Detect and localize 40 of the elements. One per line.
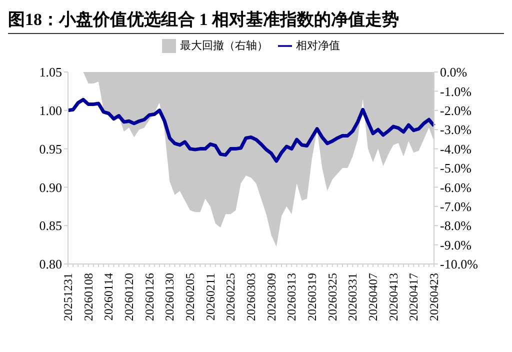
x-tick-label: 20260120 bbox=[122, 273, 136, 321]
x-tick-label: 20260413 bbox=[386, 273, 400, 321]
legend-label: 最大回撤（右轴） bbox=[180, 40, 268, 52]
y-tick-label: 0.95 bbox=[39, 141, 62, 156]
x-tick-label: 20260205 bbox=[183, 273, 197, 321]
y2-tick-label: -3.0% bbox=[440, 122, 472, 138]
y-tick-label: 0.80 bbox=[39, 256, 62, 272]
y2-tick-label: -2.0% bbox=[440, 103, 472, 118]
x-tick-label: 20260319 bbox=[305, 273, 319, 321]
x-tick-label: 20260407 bbox=[366, 273, 380, 321]
y2-tick-label: -4.0% bbox=[440, 141, 472, 156]
x-tick-label: 20260130 bbox=[162, 273, 177, 321]
x-tick-label: 20260313 bbox=[284, 273, 299, 321]
x-tick-label: 20260126 bbox=[142, 273, 156, 321]
y-tick-label: 0.85 bbox=[39, 218, 62, 234]
x-tick-label: 20260225 bbox=[224, 273, 238, 321]
x-tick-label: 20260309 bbox=[264, 273, 278, 321]
y2-tick-label: -8.0% bbox=[440, 218, 472, 234]
x-tick-label: 20260108 bbox=[81, 273, 96, 321]
y2-tick-label: -9.0% bbox=[440, 237, 472, 252]
x-tick-label: 20251231 bbox=[61, 273, 75, 321]
x-tick-label: 20260423 bbox=[427, 273, 441, 321]
y-tick-label: 0.90 bbox=[39, 180, 62, 195]
x-tick-label: 20260325 bbox=[325, 273, 340, 321]
y2-tick-label: -5.0% bbox=[440, 160, 472, 176]
y-tick-label: 1.05 bbox=[39, 64, 62, 80]
y-tick-label: 1.00 bbox=[39, 103, 62, 118]
x-tick-label: 20260303 bbox=[244, 273, 258, 321]
y2-tick-label: 0.0% bbox=[440, 64, 468, 80]
y2-tick-label: -10.0% bbox=[440, 256, 478, 272]
x-tick-label: 20260331 bbox=[346, 273, 360, 321]
chart-title: 图18：小盘价值优选组合 1 相对基准指数的净值走势 bbox=[8, 8, 504, 34]
x-tick-label: 20260211 bbox=[203, 273, 218, 321]
y2-tick-label: -1.0% bbox=[440, 84, 472, 99]
x-tick-label: 20260417 bbox=[406, 273, 421, 321]
y2-tick-label: -7.0% bbox=[440, 199, 472, 214]
line-series bbox=[66, 98, 436, 163]
x-tick-label: 20260114 bbox=[102, 273, 116, 321]
legend-label: 相对净值 bbox=[296, 40, 340, 52]
y2-tick-label: -6.0% bbox=[440, 180, 472, 195]
